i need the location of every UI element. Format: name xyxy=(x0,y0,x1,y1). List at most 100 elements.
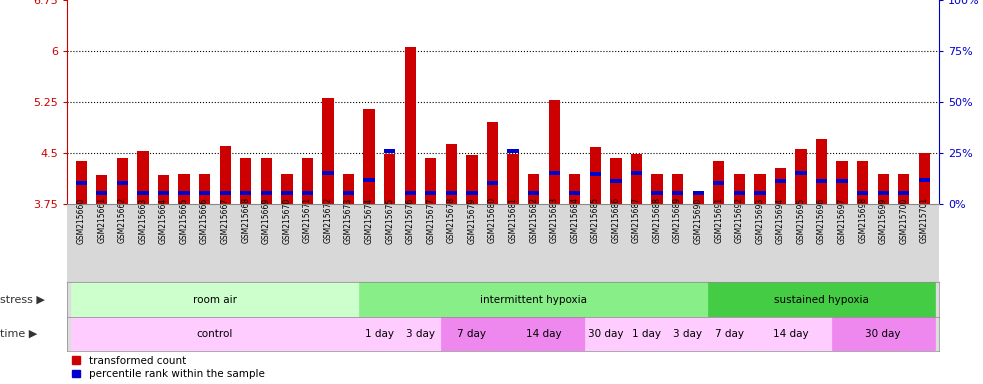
Text: 3 day: 3 day xyxy=(673,329,703,339)
Bar xyxy=(302,191,314,195)
Bar xyxy=(569,174,580,204)
Bar xyxy=(260,191,272,195)
Bar xyxy=(466,191,478,195)
Bar xyxy=(549,100,560,204)
Bar xyxy=(405,191,416,195)
Bar xyxy=(322,171,333,175)
Text: 3 day: 3 day xyxy=(406,329,435,339)
Bar xyxy=(426,191,436,195)
Bar xyxy=(322,98,333,204)
Bar xyxy=(898,191,909,195)
Bar xyxy=(76,181,87,185)
Bar xyxy=(445,144,457,204)
Bar xyxy=(445,191,457,195)
Text: 30 day: 30 day xyxy=(588,329,623,339)
Bar xyxy=(487,181,498,185)
Bar xyxy=(795,171,807,175)
Bar xyxy=(857,161,868,204)
Bar xyxy=(549,171,560,175)
Text: room air: room air xyxy=(193,295,237,305)
Text: 7 day: 7 day xyxy=(457,329,487,339)
Bar xyxy=(281,191,293,195)
Bar xyxy=(343,174,354,204)
Bar xyxy=(878,191,889,195)
Text: 1 day: 1 day xyxy=(632,329,662,339)
Bar xyxy=(260,158,272,204)
Bar xyxy=(138,191,148,195)
Bar xyxy=(610,158,621,204)
Bar xyxy=(528,191,540,195)
Bar xyxy=(71,317,359,351)
Bar xyxy=(754,191,766,195)
Bar xyxy=(652,174,663,204)
Bar xyxy=(96,175,107,204)
Bar xyxy=(713,161,724,204)
Bar xyxy=(96,191,107,195)
Bar xyxy=(832,317,935,351)
Bar xyxy=(713,181,724,185)
Bar xyxy=(502,317,585,351)
Bar xyxy=(626,317,667,351)
Bar xyxy=(709,282,935,317)
Bar xyxy=(775,167,786,204)
Bar xyxy=(569,191,580,195)
Bar xyxy=(775,179,786,183)
Bar xyxy=(837,179,847,183)
Bar xyxy=(631,154,642,204)
Bar xyxy=(878,174,889,204)
Bar xyxy=(441,317,502,351)
Bar xyxy=(240,158,252,204)
Bar xyxy=(667,317,709,351)
Bar xyxy=(610,179,621,183)
Text: 7 day: 7 day xyxy=(715,329,743,339)
Bar xyxy=(585,317,626,351)
Bar xyxy=(795,149,807,204)
Bar xyxy=(117,158,128,204)
Bar xyxy=(816,139,828,204)
Bar xyxy=(733,174,745,204)
Bar xyxy=(487,122,498,204)
Bar xyxy=(158,175,169,204)
Bar xyxy=(692,191,704,195)
Bar xyxy=(426,158,436,204)
Bar xyxy=(672,174,683,204)
Bar xyxy=(919,153,930,204)
Bar xyxy=(199,174,210,204)
Text: 1 day: 1 day xyxy=(365,329,394,339)
Text: stress ▶: stress ▶ xyxy=(0,295,45,305)
Bar xyxy=(281,174,293,204)
Bar xyxy=(631,171,642,175)
Bar xyxy=(837,161,847,204)
Bar xyxy=(528,174,540,204)
Text: intermittent hypoxia: intermittent hypoxia xyxy=(480,295,587,305)
Bar xyxy=(384,154,395,204)
Bar xyxy=(919,178,930,182)
Bar xyxy=(302,158,314,204)
Bar xyxy=(219,146,231,204)
Bar xyxy=(76,161,87,204)
Bar xyxy=(138,151,148,204)
Bar xyxy=(359,317,400,351)
Bar xyxy=(158,191,169,195)
Bar xyxy=(652,191,663,195)
Bar xyxy=(405,48,416,204)
Text: control: control xyxy=(197,329,233,339)
Bar xyxy=(754,174,766,204)
Bar xyxy=(898,174,909,204)
Text: sustained hypoxia: sustained hypoxia xyxy=(774,295,869,305)
Bar xyxy=(219,191,231,195)
Legend: transformed count, percentile rank within the sample: transformed count, percentile rank withi… xyxy=(72,356,264,379)
Bar xyxy=(199,191,210,195)
Bar xyxy=(364,178,375,182)
Bar xyxy=(400,317,441,351)
Bar xyxy=(364,109,375,204)
Text: 30 day: 30 day xyxy=(865,329,901,339)
Bar xyxy=(816,179,828,183)
Bar xyxy=(857,191,868,195)
Bar xyxy=(672,191,683,195)
Bar xyxy=(709,317,750,351)
Bar xyxy=(384,149,395,153)
Bar xyxy=(117,181,128,185)
Bar xyxy=(590,147,601,204)
Text: 14 day: 14 day xyxy=(773,329,808,339)
